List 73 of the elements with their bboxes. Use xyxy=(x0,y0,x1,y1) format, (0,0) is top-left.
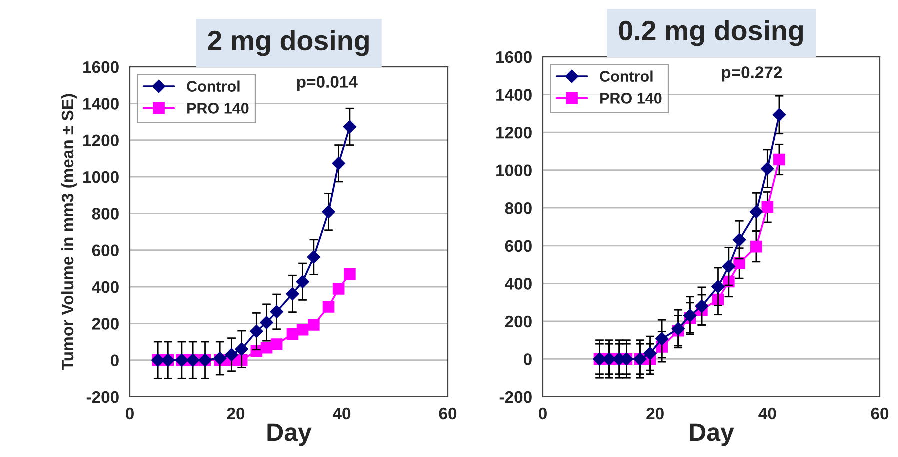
point xyxy=(732,233,746,247)
point xyxy=(322,205,336,219)
y-tick-label: 200 xyxy=(505,316,532,328)
legend-label: PRO 140 xyxy=(600,93,662,104)
point xyxy=(332,283,345,295)
legend-label: Control xyxy=(600,70,653,82)
annotation: p=0.272 xyxy=(722,66,782,82)
point xyxy=(270,305,284,319)
point xyxy=(296,324,309,336)
point xyxy=(286,328,299,340)
x-tick-label: 60 xyxy=(871,408,889,420)
y-tick-label: 0 xyxy=(524,354,532,366)
point xyxy=(343,120,357,134)
point xyxy=(270,338,283,350)
point xyxy=(750,240,762,253)
point xyxy=(712,280,725,294)
legend-label: Control xyxy=(187,80,240,92)
y-tick-label: 1600 xyxy=(496,51,532,64)
y-tick-label: -200 xyxy=(500,391,532,404)
y-tick-label: 1200 xyxy=(496,126,532,139)
point xyxy=(655,332,669,346)
chart-title: 0.2 mg dosing xyxy=(619,20,804,46)
y-tick-label: 400 xyxy=(505,278,532,290)
y-tick-label: 1400 xyxy=(496,89,532,101)
y-tick-label: 1200 xyxy=(84,134,119,147)
legend-label: PRO 140 xyxy=(188,103,249,114)
point xyxy=(722,260,736,274)
y-tick-label: 400 xyxy=(92,281,119,294)
point xyxy=(286,287,300,301)
x-tick-label: 0 xyxy=(539,408,547,420)
point xyxy=(762,201,774,214)
point xyxy=(332,157,346,170)
y-tick-label: 800 xyxy=(505,202,532,214)
point xyxy=(644,346,657,360)
y-tick-label: 1000 xyxy=(496,164,532,177)
point xyxy=(260,316,274,330)
x-axis-title: Day xyxy=(268,424,312,446)
x-tick-label: 20 xyxy=(227,408,245,420)
y-tick-label: 1600 xyxy=(84,61,119,74)
point xyxy=(214,352,227,366)
point xyxy=(296,275,310,288)
x-axis-title: Day xyxy=(690,424,734,446)
point xyxy=(225,348,238,362)
y-tick-label: 1400 xyxy=(84,98,119,110)
x-tick-label: 0 xyxy=(126,408,134,420)
point xyxy=(344,268,356,280)
y-tick-label: 1000 xyxy=(84,171,119,184)
point xyxy=(750,205,764,219)
x-tick-label: 40 xyxy=(758,408,776,420)
y-tick-label: 0 xyxy=(110,354,119,367)
chart-title: 2 mg dosing xyxy=(208,30,369,56)
point xyxy=(250,324,264,338)
point xyxy=(308,319,320,331)
point xyxy=(774,154,786,166)
y-tick-label: 600 xyxy=(505,240,532,252)
x-tick-label: 20 xyxy=(646,408,664,420)
point xyxy=(307,250,320,264)
y-tick-label: -200 xyxy=(86,391,119,404)
point xyxy=(761,162,774,176)
point xyxy=(235,342,248,356)
point xyxy=(672,322,685,336)
y-tick-label: 800 xyxy=(92,208,119,220)
y-tick-label: 200 xyxy=(92,318,119,330)
point xyxy=(695,300,709,313)
point xyxy=(260,342,273,354)
y-axis-title: Tumor Volume in mm3 (mean ± SE) xyxy=(61,94,77,370)
x-tick-label: 40 xyxy=(332,408,351,420)
point xyxy=(322,301,335,313)
point xyxy=(684,309,697,322)
point xyxy=(772,108,786,122)
x-tick-label: 60 xyxy=(439,408,457,420)
annotation: p=0.014 xyxy=(297,76,358,92)
y-tick-label: 600 xyxy=(92,244,119,257)
